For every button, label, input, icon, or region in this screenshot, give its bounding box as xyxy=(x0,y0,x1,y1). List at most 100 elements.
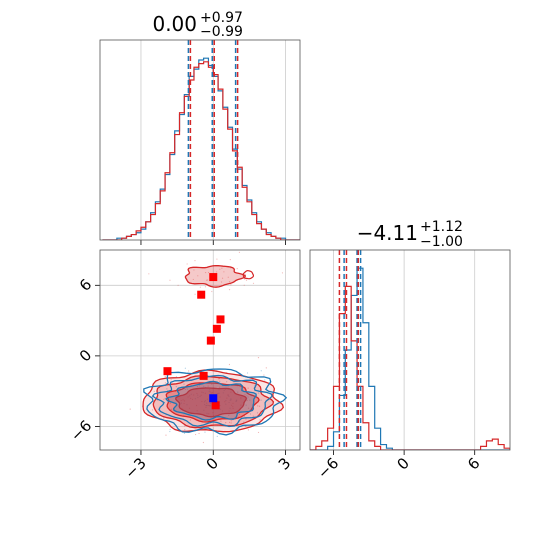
joint-sample-dot-46 xyxy=(191,398,194,401)
joint-sample-upper-35 xyxy=(194,259,196,262)
joint-sample-dot-120 xyxy=(209,405,211,407)
hist-param1-series-b xyxy=(102,61,300,240)
title-param2-plus: +1.12 xyxy=(420,219,463,235)
joint-sample-dot-101 xyxy=(204,468,205,469)
joint-sample-dot-194 xyxy=(193,394,195,396)
joint-sample-upper-24 xyxy=(204,271,207,274)
joint-sample-dot-49 xyxy=(227,394,229,396)
joint-sample-dot-157 xyxy=(259,419,261,421)
tick-label-param2-x-2: 6 xyxy=(464,454,483,473)
joint-sample-dot-185 xyxy=(257,392,260,394)
joint-sample-dot-111 xyxy=(308,401,309,402)
joint-sample-dot-225 xyxy=(216,435,218,437)
joint-sample-dot-190 xyxy=(218,378,220,380)
joint-sample-dot-135 xyxy=(246,395,248,397)
joint-sample-dot-229 xyxy=(228,410,230,412)
joint-sample-upper-14 xyxy=(228,289,231,291)
joint-sample-dot-258 xyxy=(240,398,242,400)
joint-sample-dot-204 xyxy=(227,386,229,388)
joint-sample-upper-13 xyxy=(244,273,247,275)
joint-sample-dot-174 xyxy=(211,392,214,394)
joint-sample-dot-247 xyxy=(260,399,262,401)
joint-sample-dot-187 xyxy=(247,396,249,398)
joint-sample-dot-140 xyxy=(164,375,166,378)
joint-sample-dot-130 xyxy=(212,412,214,414)
joint-sample-dot-248 xyxy=(224,401,226,403)
joint-sample-upper-6 xyxy=(221,277,224,279)
joint-sample-dot-93 xyxy=(184,429,186,431)
joint-sample-upper-17 xyxy=(238,251,241,253)
joint-sample-dot-79 xyxy=(164,397,166,399)
joint-sample-dot-38 xyxy=(195,433,197,436)
joint-sample-dot-9 xyxy=(197,396,199,399)
joint-sample-dot-2 xyxy=(187,396,189,398)
joint-sample-dot-118 xyxy=(165,434,167,436)
joint-sample-dot-59 xyxy=(219,380,221,382)
joint-sample-dot-113 xyxy=(190,393,192,395)
joint-sample-dot-233 xyxy=(210,402,212,405)
panel-hist-param2: −6 0 6 xyxy=(309,249,511,482)
tick-label-joint-x-2: 3 xyxy=(275,454,294,473)
joint-sample-dot-129 xyxy=(203,401,206,403)
joint-sample-dot-0 xyxy=(180,399,182,402)
joint-sample-dot-189 xyxy=(208,404,210,407)
hist-param2-group xyxy=(310,250,510,450)
joint-sample-dot-28 xyxy=(265,367,267,369)
joint-sample-dot-45 xyxy=(245,404,247,406)
joint-sample-dot-34 xyxy=(182,399,184,401)
joint-sample-dot-12 xyxy=(188,407,191,409)
joint-sample-dot-123 xyxy=(218,389,220,391)
joint-sample-upper-22 xyxy=(216,271,218,273)
marker-red-square-4 xyxy=(206,336,215,345)
joint-sample-dot-102 xyxy=(202,441,204,444)
hist-param2-series-b xyxy=(310,285,510,450)
joint-sample-dot-131 xyxy=(229,399,231,401)
joint-sample-dot-19 xyxy=(219,408,222,410)
contour-blue-level-1 xyxy=(151,374,273,428)
joint-sample-dot-250 xyxy=(208,413,210,415)
title-param1-plus: +0.97 xyxy=(200,10,243,26)
joint-sample-dot-116 xyxy=(257,357,260,359)
joint-sample-dot-42 xyxy=(247,407,250,409)
joint-sample-dot-97 xyxy=(186,388,188,390)
joint-sample-dot-14 xyxy=(151,409,154,411)
joint-sample-dot-244 xyxy=(211,383,213,385)
marker-blue-square xyxy=(209,394,218,403)
marker-red-square-7 xyxy=(211,401,220,410)
joint-sample-dot-192 xyxy=(240,397,242,399)
joint-sample-dot-242 xyxy=(232,402,234,404)
joint-sample-dot-256 xyxy=(238,413,240,416)
joint-sample-upper-26 xyxy=(148,273,150,275)
joint-sample-dot-255 xyxy=(237,391,239,393)
joint-sample-dot-31 xyxy=(170,408,173,410)
joint-sample-dot-76 xyxy=(170,379,172,381)
joint-sample-upper-28 xyxy=(216,258,218,260)
joint-sample-upper-21 xyxy=(229,258,231,261)
joint-sample-upper-19 xyxy=(177,284,179,286)
joint-sample-dot-141 xyxy=(197,394,199,396)
joint-sample-dot-29 xyxy=(228,395,230,397)
contour-red-upper-small xyxy=(242,269,254,280)
joint-sample-dot-209 xyxy=(264,379,266,381)
joint-sample-dot-198 xyxy=(190,397,192,399)
joint-sample-dot-222 xyxy=(163,417,165,419)
joint-sample-dot-92 xyxy=(252,415,254,417)
marker-red-square-1 xyxy=(197,290,206,299)
contour-red-level-3 xyxy=(175,387,247,418)
joint-sample-dot-211 xyxy=(166,388,168,390)
joint-sample-dot-18 xyxy=(217,392,219,395)
joint-sample-upper-1 xyxy=(197,275,199,277)
joint-sample-dot-17 xyxy=(216,393,218,395)
joint-sample-dot-47 xyxy=(180,402,182,404)
joint-sample-dot-156 xyxy=(207,385,209,387)
joint-sample-dot-25 xyxy=(228,401,230,404)
joint-sample-dot-171 xyxy=(225,403,227,405)
joint-sample-upper-2 xyxy=(193,269,195,271)
joint-sample-dot-181 xyxy=(256,412,259,414)
joint-sample-dot-136 xyxy=(247,429,250,431)
joint-sample-dot-215 xyxy=(209,405,211,407)
tick-label-param2-x-1: 0 xyxy=(393,454,412,473)
joint-sample-dot-80 xyxy=(196,385,198,388)
